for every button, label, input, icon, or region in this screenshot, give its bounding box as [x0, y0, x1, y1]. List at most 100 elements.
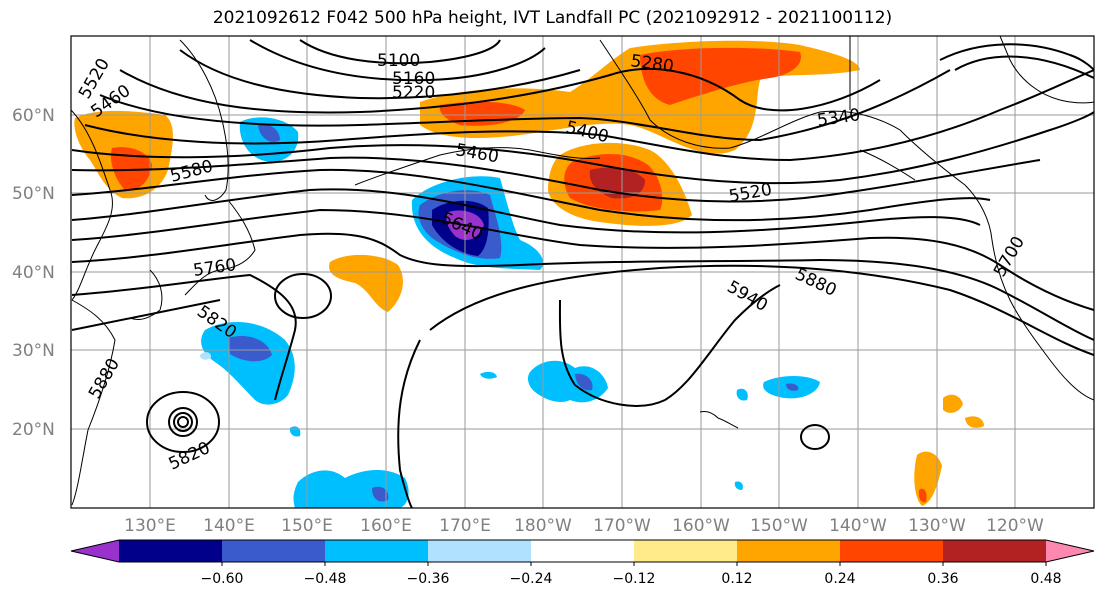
ivt-region-neg-small2 — [736, 388, 748, 401]
ivt-region-neg-small4 — [734, 481, 743, 490]
colorbar-ticks: −0.60 −0.48 −0.36 −0.24 −0.12 0.12 0.24 0.36 0.4… — [201, 562, 1062, 587]
contour-5940 — [558, 284, 781, 407]
lon-ticks: 130°E 140°E 150°E 160°E 170°E 180°W 170°… — [124, 516, 1044, 536]
ivt-region-neg-south — [293, 470, 409, 508]
coast-kamchatka — [179, 39, 229, 201]
coast-alaska — [599, 39, 966, 186]
colorbar-tick-label: 0.36 — [927, 571, 958, 587]
contour-5460 — [71, 111, 1094, 185]
coast-korea — [129, 269, 163, 321]
colorbar-tick-label: 0.48 — [1030, 571, 1061, 587]
colorbar-tick-label: 0.12 — [721, 571, 752, 587]
lat-tick-20: 20°N — [12, 420, 55, 440]
ivt-region-pos-bering-core — [640, 47, 801, 105]
colorbar-bin — [428, 540, 532, 562]
ivt-region-neg-okhotsk-core — [258, 124, 280, 142]
contour-5580 — [71, 168, 991, 222]
contour-5100 — [299, 39, 501, 65]
lon-tick-160e: 160°E — [360, 516, 412, 536]
lon-tick-170w: 170°W — [593, 516, 651, 536]
lat-tick-40: 40°N — [12, 263, 55, 283]
colorbar-tick-label: −0.24 — [510, 571, 553, 587]
colorbar-bin — [634, 540, 738, 562]
colorbar-tick-label: −0.48 — [304, 571, 347, 587]
contour-5880 — [71, 264, 1094, 508]
colorbar-extend-min — [71, 540, 119, 562]
colorbar-bin — [119, 540, 223, 562]
colorbar-bin — [531, 540, 635, 562]
colorbar-tick-label: −0.60 — [201, 571, 244, 587]
lon-tick-130e: 130°E — [124, 516, 176, 536]
contour-5220 — [179, 49, 581, 100]
lon-tick-130w: 130°W — [908, 516, 966, 536]
lon-tick-180w: 180°W — [514, 516, 572, 536]
ivt-region-neg-southwest — [201, 321, 295, 405]
ivt-region-pos-east1 — [943, 394, 963, 413]
contour-5700 — [71, 208, 1094, 311]
lon-tick-170e: 170°E — [439, 516, 491, 536]
lon-tick-120w: 120°W — [986, 516, 1044, 536]
contour-5280 — [119, 68, 881, 114]
contour-high-east — [800, 424, 830, 450]
ivt-region-pos-east3-core — [918, 488, 927, 503]
ivt-region-neg-southwest-core — [228, 335, 272, 362]
ivt-region-pos-midpacific — [329, 254, 403, 312]
lat-tick-30: 30°N — [12, 341, 55, 361]
lat-ticks: 60°N 50°N 40°N 30°N 20°N — [12, 106, 55, 440]
coast-hawaii — [699, 411, 739, 429]
lat-tick-50: 50°N — [12, 184, 55, 204]
ivt-region-neg-south-core — [372, 486, 389, 502]
contour-label-5160: 5160 — [392, 69, 435, 89]
map-title: 2021092612 F042 500 hPa height, IVT Land… — [212, 8, 893, 28]
ivt-region-neg-east-core — [786, 383, 799, 391]
lon-tick-150w: 150°W — [750, 516, 808, 536]
colorbar-bin — [840, 540, 944, 562]
coast-japan — [184, 199, 256, 296]
colorbar-bin — [943, 540, 1047, 562]
colorbar-outline — [70, 539, 1095, 563]
ivt-negative-regions — [200, 117, 820, 508]
coast-canada — [849, 36, 1094, 181]
colorbar-bin — [737, 540, 841, 562]
ivt-positive-regions — [74, 40, 984, 506]
contour-label-5220: 5220 — [392, 83, 435, 103]
colorbar-tick-label: 0.24 — [824, 571, 855, 587]
colorbar-bin — [222, 540, 326, 562]
contour-typhoon-3 — [173, 412, 193, 432]
colorbar-tick-label: −0.36 — [407, 571, 450, 587]
lon-tick-150e: 150°E — [281, 516, 333, 536]
contour-high-center — [274, 273, 332, 319]
contour-5760 — [71, 232, 1094, 341]
contour-5400 — [84, 69, 1094, 162]
height-contours — [71, 39, 1094, 508]
coast-asia — [71, 109, 113, 301]
colorbar-bin — [325, 540, 429, 562]
contour-typhoon-2 — [168, 407, 198, 437]
lon-tick-160w: 160°W — [672, 516, 730, 536]
colorbar-tick-label: −0.12 — [613, 571, 656, 587]
colorbar-extend-max — [1046, 540, 1094, 562]
ivt-region-neg-small1 — [480, 371, 497, 379]
contour-5340 — [99, 69, 951, 142]
ivt-region-pos-kamchatka-core — [110, 147, 152, 191]
coast-china — [71, 299, 116, 506]
lon-tick-140w: 140°W — [829, 516, 887, 536]
contour-label-5100: 5100 — [377, 51, 420, 71]
contour-typhoon-1 — [146, 391, 220, 453]
map-frame — [70, 35, 1095, 509]
coast-na-west — [964, 184, 1094, 401]
ivt-region-neg-small5 — [200, 352, 212, 360]
contour-5640 — [71, 188, 981, 234]
lat-tick-60: 60°N — [12, 106, 55, 126]
contour-5520 — [71, 156, 1041, 203]
ivt-region-neg-hawaii-w — [527, 360, 608, 403]
contour-5160 — [249, 39, 546, 82]
lon-tick-140e: 140°E — [203, 516, 255, 536]
colorbar — [70, 539, 1095, 563]
contour-5820 — [71, 273, 297, 401]
contour-na-ridge — [939, 43, 1094, 79]
contour-typhoon-4 — [177, 416, 189, 428]
ivt-region-neg-hawaii-w-core — [575, 373, 593, 391]
ivt-region-pos-east2 — [965, 416, 984, 428]
